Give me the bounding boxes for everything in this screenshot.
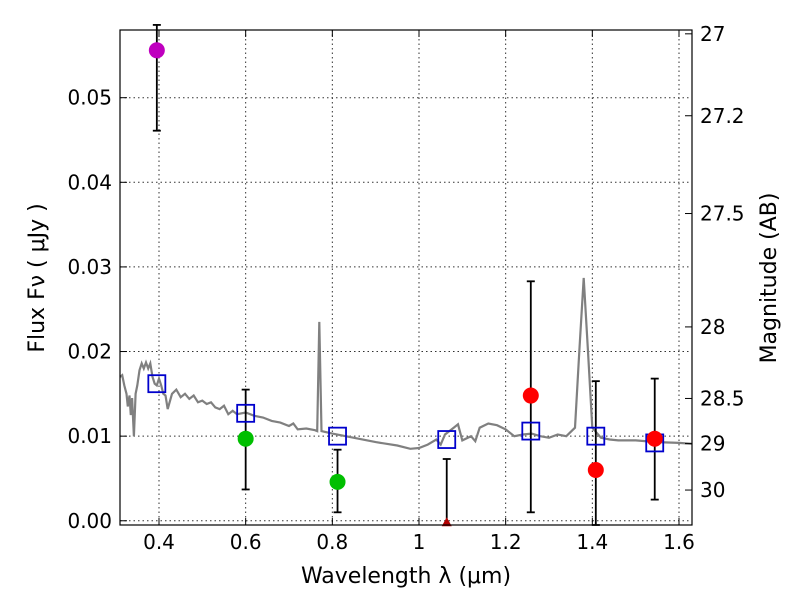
observed-point (329, 473, 346, 490)
tick-labels: 0.4 0.6 0.8 1 1.2 1.4 1.6 0.00 0.01 0.02 0.03 0.04 0… (67, 22, 744, 554)
model-point-square (521, 421, 541, 441)
data-points-layer (147, 24, 665, 527)
model-point-square (236, 403, 256, 423)
mag-tick-label: 28 (700, 315, 725, 339)
observed-point (522, 387, 539, 404)
y-axis-label: Flux Fν ( μJy ) (25, 203, 50, 352)
y-tick-label: 0.00 (67, 509, 112, 533)
x-tick-label: 0.8 (316, 530, 348, 554)
grid-lines (120, 30, 692, 525)
observed-point (237, 430, 254, 447)
observed-point (148, 42, 165, 59)
observed-point (646, 430, 663, 447)
x-axis-label: Wavelength λ (μm) (301, 564, 511, 589)
y-tick-label: 0.05 (67, 86, 112, 110)
x-tick-label: 1.6 (663, 530, 695, 554)
x-tick-label: 1.2 (490, 530, 522, 554)
model-point-square (147, 374, 167, 394)
mag-tick-label: 28.5 (700, 386, 745, 410)
observed-point (587, 462, 604, 478)
x-tick-label: 0.4 (143, 530, 175, 554)
mag-tick-label: 29 (700, 432, 725, 456)
mag-tick-label: 30 (700, 478, 725, 502)
mag-tick-label: 27.5 (700, 202, 745, 226)
model-point-square (437, 430, 457, 449)
x-tick-label: 1 (413, 530, 426, 554)
y-tick-label: 0.01 (67, 424, 112, 448)
upper-limit-marker (441, 517, 452, 527)
model-point-square (328, 426, 347, 446)
model-point-square (586, 426, 606, 446)
y-tick-label: 0.03 (67, 255, 112, 279)
x-tick-label: 1.4 (576, 530, 608, 554)
y-tick-label: 0.02 (67, 340, 112, 364)
mag-tick-label: 27.2 (700, 104, 745, 128)
axis-ticks (120, 30, 692, 525)
y-tick-label: 0.04 (67, 170, 112, 194)
mag-tick-label: 27 (700, 22, 725, 46)
y2-axis-label: Magnitude (AB) (757, 193, 782, 364)
plot-frame (119, 29, 693, 526)
x-tick-label: 0.6 (230, 530, 262, 554)
